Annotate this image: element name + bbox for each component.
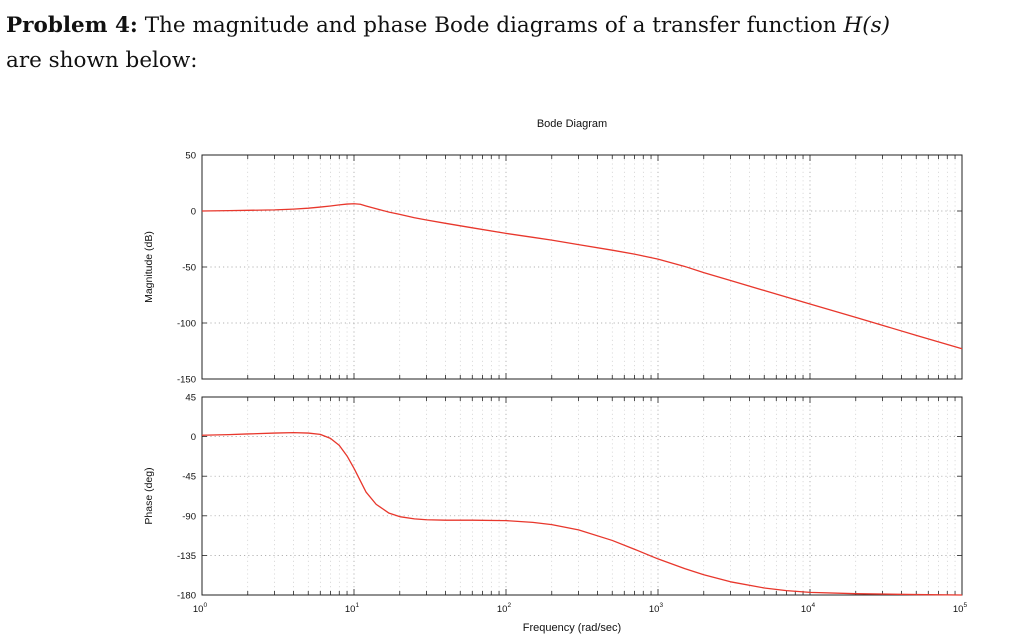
y-tick-label: -135 <box>177 551 196 562</box>
y-tick-label: -45 <box>182 472 196 483</box>
plot-frame <box>201 396 963 596</box>
y-tick-label: 0 <box>191 207 196 218</box>
problem-text: The magnitude and phase Bode diagrams of… <box>137 13 844 38</box>
y-tick-label: 45 <box>185 393 196 404</box>
phase-plot: 45 0 -45 -90 -135 -180 Phase (deg) 100 101 102 103… <box>143 393 967 616</box>
x-axis-label: Frequency (rad/sec) <box>523 622 621 634</box>
transfer-function-symbol: H(s) <box>843 13 891 38</box>
y-tick-label: 50 <box>185 151 196 162</box>
magnitude-plot: 50 0 -50 -100 -150 Magnitude (dB) <box>143 151 963 386</box>
y-tick-label: -50 <box>182 263 196 274</box>
y-tick-label: -90 <box>182 511 196 522</box>
problem-line-1: Problem 4: The magnitude and phase Bode … <box>6 8 1006 43</box>
problem-line-2: are shown below: <box>6 48 198 73</box>
y-tick-label: -100 <box>177 319 196 330</box>
chart-title: Bode Diagram <box>537 118 607 130</box>
plot-frame <box>201 154 963 380</box>
y-axis-label: Magnitude (dB) <box>143 231 155 303</box>
x-tick-label: 102 <box>497 602 512 615</box>
y-tick-label: -180 <box>177 591 196 602</box>
y-tick-label: -150 <box>177 375 196 386</box>
x-tick-label: 100 <box>193 602 208 615</box>
phase-line <box>201 431 963 596</box>
magnitude-line <box>201 203 963 350</box>
y-axis-label: Phase (deg) <box>143 467 155 524</box>
problem-statement: Problem 4: The magnitude and phase Bode … <box>6 8 1006 78</box>
x-tick-label: 105 <box>953 602 968 615</box>
y-tick-label: 0 <box>191 432 196 443</box>
problem-label: Problem 4: <box>6 13 138 38</box>
x-tick-label: 103 <box>649 602 664 615</box>
x-tick-label: 104 <box>801 602 816 615</box>
x-tick-label: 101 <box>345 602 360 615</box>
